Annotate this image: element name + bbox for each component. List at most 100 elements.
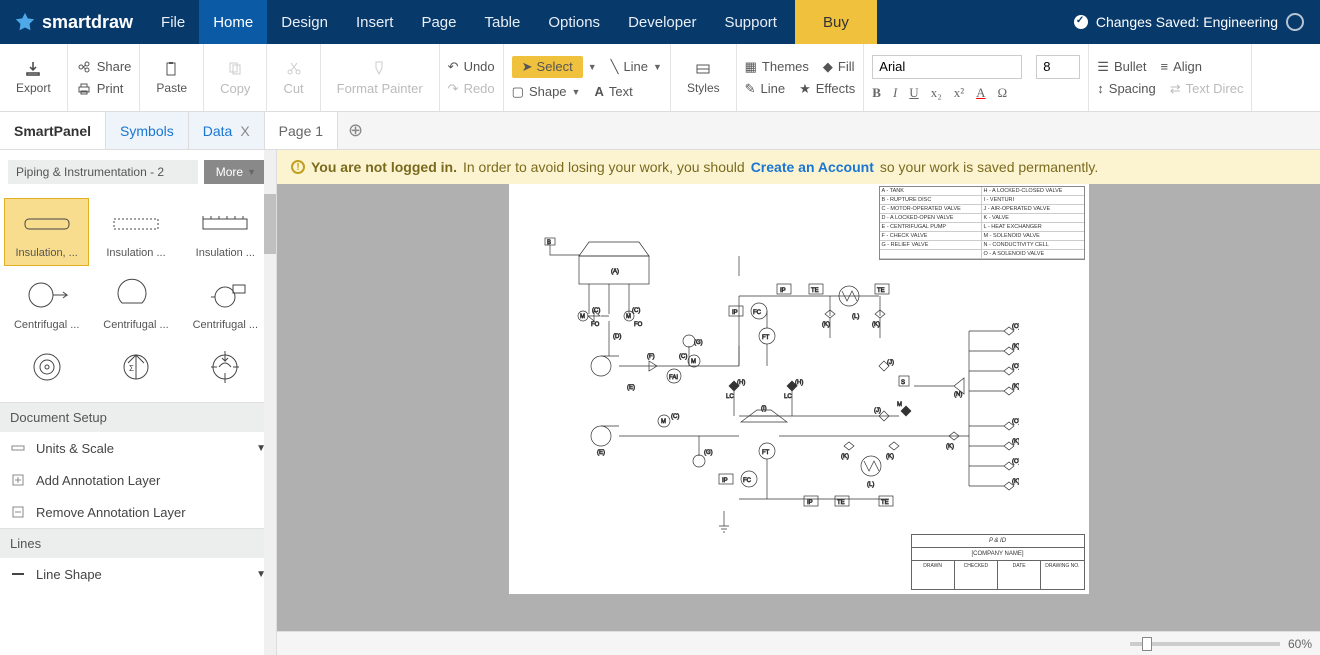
effects-button[interactable]: ★Effects (799, 81, 855, 97)
redo-button[interactable]: ↷Redo (448, 81, 495, 97)
svg-text:(J): (J) (887, 360, 894, 366)
undo-redo-group: ↶Undo ↷Redo (440, 44, 504, 111)
symbols-tab[interactable]: Symbols (106, 112, 189, 149)
svg-text:(D): (D) (613, 334, 621, 340)
subscript-button[interactable]: x₂ (931, 85, 942, 101)
svg-text:(K): (K) (1012, 439, 1019, 445)
bullet-icon: ☰ (1097, 59, 1109, 75)
text-direction-button[interactable]: ⇄Text Direc (1170, 81, 1244, 97)
zoom-slider[interactable] (1130, 642, 1280, 646)
menu-home[interactable]: Home (199, 0, 267, 44)
select-button[interactable]: ➤Select▼ (512, 56, 597, 78)
svg-text:(O): (O) (1012, 324, 1019, 330)
underline-button[interactable]: U (909, 85, 918, 101)
svg-text:(K): (K) (1012, 479, 1019, 485)
menu-page[interactable]: Page (407, 0, 470, 44)
line-style-button[interactable]: ✎Line (745, 81, 785, 97)
drawing-paper[interactable]: A - TANKH - A LOCKED-CLOSED VALVEB - RUP… (509, 184, 1089, 594)
library-name[interactable]: Piping & Instrumentation - 2 (8, 160, 198, 184)
add-page-button[interactable]: ⊕ (338, 112, 373, 149)
menu-file[interactable]: File (147, 0, 199, 44)
menu-options[interactable]: Options (534, 0, 614, 44)
help-icon[interactable] (1286, 13, 1304, 31)
svg-text:(K): (K) (886, 454, 894, 460)
spacing-button[interactable]: ↕Spacing (1097, 81, 1155, 97)
font-color-button[interactable]: A (976, 85, 985, 101)
titleblock-title: P & ID (912, 535, 1084, 548)
symbol-insul3[interactable]: Insulation ... (183, 198, 268, 266)
canvas[interactable]: A - TANKH - A LOCKED-CLOSED VALVEB - RUP… (277, 184, 1320, 631)
symbol-centri2[interactable]: Centrifugal ... (93, 270, 178, 338)
cut-icon (286, 60, 302, 76)
print-button[interactable]: Print (76, 81, 132, 97)
symbol-grid: Insulation, ...Insulation ...Insulation … (0, 194, 276, 402)
line-button[interactable]: ╲Line▼ (611, 56, 662, 78)
page-tab[interactable]: Page 1 (265, 112, 338, 149)
undo-icon: ↶ (448, 59, 459, 75)
undo-button[interactable]: ↶Undo (448, 59, 495, 75)
fill-button[interactable]: ◆Fill (823, 59, 855, 75)
remove-annotation-item[interactable]: Remove Annotation Layer (0, 496, 276, 528)
svg-text:IP: IP (722, 478, 728, 484)
superscript-button[interactable]: x² (954, 85, 964, 101)
logo[interactable]: smartdraw (0, 11, 147, 33)
symbol-insul1[interactable]: Insulation, ... (4, 198, 89, 266)
sidebar-scrollbar[interactable] (264, 150, 276, 655)
menu-insert[interactable]: Insert (342, 0, 408, 44)
paste-button[interactable]: Paste (156, 61, 187, 95)
italic-button[interactable]: I (893, 85, 897, 101)
omega-button[interactable]: Ω (998, 85, 1008, 101)
library-more-button[interactable]: More▼ (204, 160, 268, 184)
symbol-pump3[interactable] (183, 342, 268, 398)
menu-support[interactable]: Support (710, 0, 791, 44)
font-size-input[interactable] (1036, 55, 1080, 79)
cut-button[interactable]: Cut (283, 60, 303, 96)
warning-bold: You are not logged in. (311, 159, 457, 175)
menu-design[interactable]: Design (267, 0, 342, 44)
copy-button[interactable]: Copy (220, 60, 250, 96)
svg-text:(O): (O) (1012, 459, 1019, 465)
symbol-insul2[interactable]: Insulation ... (93, 198, 178, 266)
svg-text:(K): (K) (822, 322, 830, 328)
styles-button[interactable]: Styles (687, 61, 720, 95)
svg-text:FT: FT (762, 335, 770, 341)
add-annotation-item[interactable]: Add Annotation Layer (0, 464, 276, 496)
print-icon (76, 81, 92, 97)
symbol-pump1[interactable] (4, 342, 89, 398)
smartpanel-tab[interactable]: SmartPanel (0, 112, 106, 149)
title-block: P & ID [COMPANY NAME] DRAWNCHECKEDDATEDR… (911, 534, 1085, 590)
export-button[interactable]: Export (16, 61, 51, 95)
svg-text:(C): (C) (632, 308, 640, 314)
data-tab[interactable]: DataX (189, 112, 265, 149)
menu-developer[interactable]: Developer (614, 0, 710, 44)
text-button[interactable]: AText (594, 84, 632, 100)
line-shape-item[interactable]: Line Shape▼ (0, 558, 276, 590)
format-painter-group: Format Painter (321, 44, 440, 111)
share-icon (76, 59, 92, 75)
svg-text:(G): (G) (704, 450, 713, 456)
symbol-centri3[interactable]: Centrifugal ... (183, 270, 268, 338)
symbol-pump2[interactable]: Σ (93, 342, 178, 398)
styles-icon (695, 61, 711, 77)
buy-button[interactable]: Buy (795, 0, 877, 44)
close-icon[interactable]: X (240, 123, 249, 139)
svg-text:(J): (J) (874, 408, 881, 414)
warning-end: so your work is saved permanently. (880, 159, 1098, 175)
bold-button[interactable]: B (872, 85, 881, 101)
share-button[interactable]: Share (76, 59, 132, 75)
units-scale-item[interactable]: Units & Scale▼ (0, 432, 276, 464)
redo-icon: ↷ (448, 81, 459, 97)
sidebar: Piping & Instrumentation - 2 More▼ Insul… (0, 150, 277, 655)
format-painter-button[interactable]: Format Painter (337, 60, 423, 96)
svg-text:(N): (N) (954, 392, 962, 398)
themes-button[interactable]: ▦Themes (745, 59, 809, 75)
bullet-button[interactable]: ☰Bullet (1097, 59, 1146, 75)
font-family-input[interactable] (872, 55, 1022, 79)
align-button[interactable]: ≡Align (1160, 59, 1202, 75)
menu-table[interactable]: Table (471, 0, 535, 44)
shape-button[interactable]: ▢Shape▼ (512, 84, 581, 100)
symbol-centri1[interactable]: Centrifugal ... (4, 270, 89, 338)
create-account-link[interactable]: Create an Account (751, 159, 874, 175)
remove-layer-icon (10, 504, 26, 520)
top-bar: smartdraw FileHomeDesignInsertPageTableO… (0, 0, 1320, 44)
